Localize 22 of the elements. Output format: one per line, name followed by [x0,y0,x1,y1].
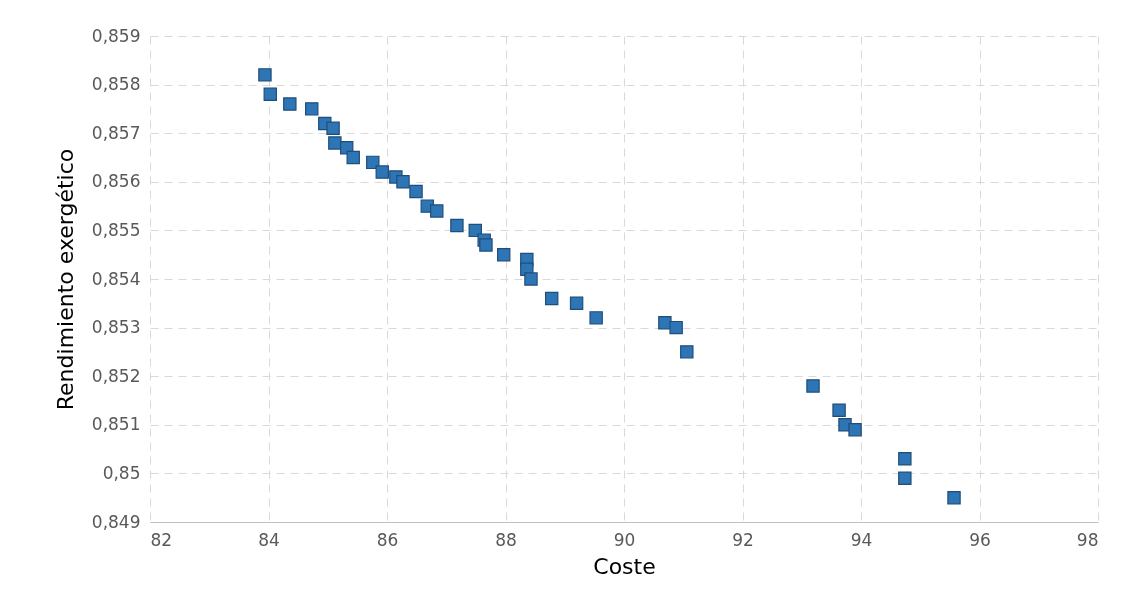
x-tick-label: 82 [150,529,173,550]
x-tick-label: 92 [732,529,754,550]
x-axis-title: Coste [593,553,656,579]
x-tick-label: 98 [1076,529,1099,550]
y-tick-label: 0,853 [91,317,141,338]
y-tick-label: 0,852 [91,365,141,386]
y-tick-label: 0,855 [91,219,141,240]
x-tick-label: 86 [376,529,399,550]
y-tick-label: 0,85 [102,462,141,483]
x-tick-label: 84 [258,529,280,550]
y-tick-label: 0,857 [91,122,141,143]
y-tick-label: 0,858 [91,74,141,95]
y-tick-label: 0,854 [91,268,141,289]
y-axis-title: Rendimiento exergético [52,148,78,411]
x-tick-label: 96 [969,529,991,550]
y-tick-label: 0,856 [91,171,141,192]
x-tick-label: 94 [850,529,873,550]
y-tick-label: 0,849 [91,511,141,532]
x-tick-label: 88 [495,529,517,550]
y-tick-label: 0,859 [91,25,141,46]
y-tick-label: 0,851 [91,414,141,435]
x-tick-label: 90 [613,529,636,550]
